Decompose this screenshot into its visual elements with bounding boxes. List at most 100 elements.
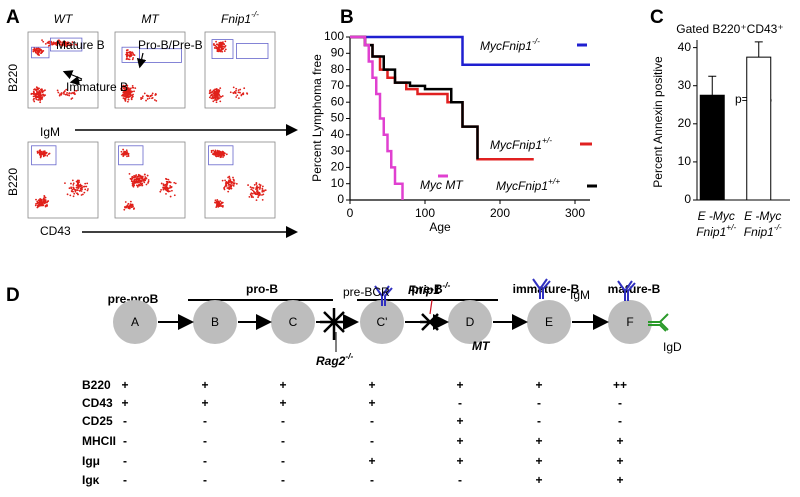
cell-dot	[217, 91, 219, 94]
cell-dot	[142, 179, 144, 182]
cell-dot	[136, 185, 139, 188]
marker-value: -	[281, 454, 285, 468]
cell-dot	[63, 90, 66, 93]
cell-dot	[131, 204, 134, 207]
node-label: E	[545, 315, 553, 329]
axis-label: CD43	[40, 224, 71, 238]
panel-label: A	[6, 7, 20, 28]
cell-dot	[71, 43, 73, 46]
cell-dot	[129, 200, 132, 203]
cell-dot	[219, 87, 222, 90]
stage-label: pro-B	[246, 282, 278, 296]
cell-dot	[219, 49, 222, 52]
cell-dot	[215, 206, 218, 209]
cell-dot	[240, 94, 243, 97]
antibody	[648, 313, 669, 332]
cell-dot	[37, 96, 40, 99]
cell-dot	[167, 178, 170, 181]
cell-dot	[127, 202, 130, 205]
cell-dot	[68, 94, 71, 97]
cell-dot	[235, 87, 238, 90]
annotation: pre-BCR	[343, 285, 390, 299]
cell-dot	[223, 50, 226, 52]
cell-dot	[243, 87, 246, 90]
y-tick-label: 0	[684, 192, 691, 206]
marker-value: -	[123, 414, 127, 428]
cell-dot	[259, 185, 262, 188]
cell-dot	[120, 153, 123, 156]
cell-dot	[223, 43, 225, 46]
cell-dot	[132, 52, 134, 55]
stage-node	[527, 300, 571, 344]
node-label: B	[211, 315, 219, 329]
cell-dot	[224, 179, 227, 182]
marker-name: MHCII	[82, 434, 116, 448]
cell-dot	[38, 54, 40, 56]
cell-dot	[223, 154, 226, 157]
cell-dot	[221, 48, 224, 51]
cell-dot	[131, 84, 134, 87]
cell-dot	[122, 91, 125, 94]
marker-name: B220	[82, 378, 111, 392]
cell-dot	[174, 182, 177, 185]
cell-dot	[75, 44, 78, 46]
stage-label: pre-proB	[108, 292, 159, 306]
cell-dot	[72, 186, 75, 189]
cell-dot	[133, 90, 135, 93]
cell-dot	[125, 149, 128, 152]
cell-dot	[154, 94, 157, 96]
cell-dot	[221, 42, 224, 45]
cell-dot	[248, 196, 251, 198]
cell-dot	[39, 95, 42, 98]
x-axis-label: Age	[429, 220, 451, 234]
marker-value: -	[281, 414, 285, 428]
cell-dot	[132, 57, 135, 59]
cell-dot	[235, 182, 238, 185]
block	[420, 313, 440, 331]
cell-dot	[39, 149, 41, 152]
cell-dot	[146, 94, 149, 97]
x-tick-label: Fnip1+/-	[696, 222, 736, 239]
cell-dot	[169, 184, 172, 187]
cell-dot	[218, 203, 220, 206]
marker-value: +	[368, 378, 375, 392]
cell-dot	[129, 87, 132, 90]
cell-dot	[159, 190, 162, 193]
cell-dot	[46, 200, 49, 203]
cell-dot	[145, 99, 147, 102]
cell-dot	[233, 180, 235, 182]
column-title: Fnip1-/-	[221, 9, 259, 26]
cell-dot	[69, 194, 72, 197]
cell-dot	[141, 184, 144, 186]
cell-dot	[77, 193, 79, 196]
cell-dot	[30, 92, 33, 95]
cell-dot	[128, 90, 131, 93]
cell-dot	[258, 183, 261, 186]
cell-dot	[81, 193, 84, 196]
cell-dot	[65, 88, 68, 91]
cell-dot	[212, 149, 215, 152]
cell-dot	[221, 179, 224, 182]
cell-dot	[32, 95, 35, 98]
cell-dot	[124, 201, 127, 203]
cell-dot	[126, 155, 128, 158]
survival-line	[350, 35, 590, 66]
cell-dot	[210, 149, 213, 152]
cell-dot	[218, 150, 221, 153]
stage-node	[448, 300, 492, 344]
cell-dot	[80, 186, 83, 189]
cell-dot	[223, 152, 226, 155]
cell-dot	[249, 193, 252, 196]
legend-label: MycFnip1+/-	[490, 135, 552, 152]
cell-dot	[232, 176, 234, 179]
marker-value: -	[618, 414, 622, 428]
cell-dot	[43, 196, 46, 199]
cell-dot	[219, 204, 222, 207]
cell-dot	[261, 190, 264, 193]
annotation: Fnip1 -/-	[408, 280, 450, 297]
cell-dot	[35, 86, 38, 89]
cell-dot	[146, 98, 149, 100]
cell-dot	[214, 199, 217, 202]
cell-dot	[228, 188, 231, 190]
cell-dot	[128, 58, 131, 61]
